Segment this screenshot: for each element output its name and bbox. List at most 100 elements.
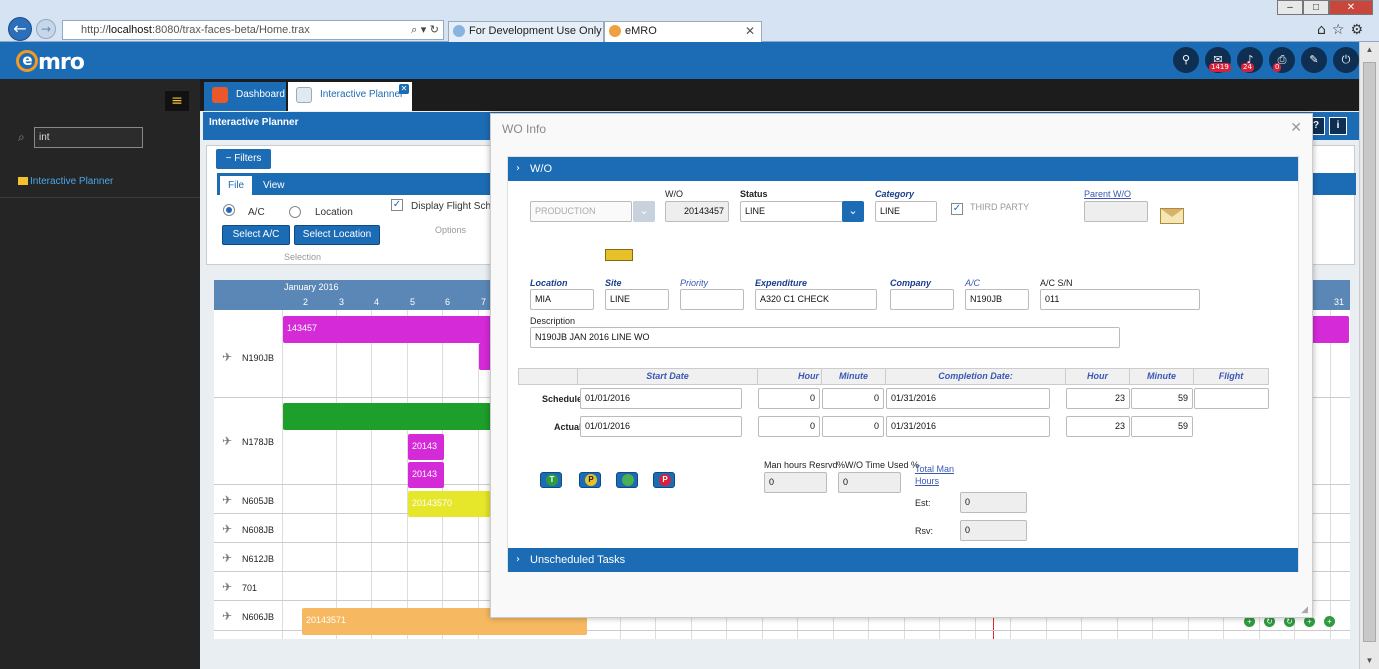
gantt-row: ✈ N606JB bbox=[214, 601, 1350, 631]
work-order-bar[interactable]: 20143 bbox=[408, 462, 444, 488]
print-report-icon[interactable]: P bbox=[653, 472, 675, 488]
total-man-hours-link[interactable]: Total Man Hours bbox=[915, 464, 955, 486]
tab-dashboard[interactable]: Dashboard bbox=[204, 82, 286, 111]
actual-minute[interactable]: 0 bbox=[822, 416, 884, 437]
page-scrollbar[interactable]: ▲ ▼ bbox=[1359, 42, 1379, 669]
location-field[interactable]: MIA bbox=[530, 289, 594, 310]
browser-tab-emro[interactable]: eMRO ✕ bbox=[604, 21, 762, 42]
resize-handle-icon[interactable]: ◢ bbox=[1301, 604, 1308, 614]
work-order-bar[interactable]: 20143 bbox=[408, 434, 444, 460]
chevron-down-icon[interactable]: ⌄ bbox=[633, 201, 655, 222]
tab-interactive-planner[interactable]: Interactive Planner ✕ bbox=[288, 82, 412, 111]
address-search-refresh-icons[interactable]: ⌕ ▾ ↻ bbox=[411, 23, 439, 36]
icon-letter: T bbox=[546, 474, 558, 486]
schedule-flight[interactable] bbox=[1194, 388, 1269, 409]
forward-button[interactable]: → bbox=[36, 19, 56, 39]
status-select[interactable]: LINE bbox=[740, 201, 843, 222]
tasks-icon[interactable]: T bbox=[540, 472, 562, 488]
start-date-header: Start Date bbox=[578, 369, 758, 384]
bell-icon[interactable]: ♪ 24 bbox=[1237, 47, 1263, 73]
refresh-alt-icon[interactable]: ↻ bbox=[1284, 616, 1295, 627]
print-icon[interactable]: ⎙ 0 bbox=[1269, 47, 1295, 73]
description-field[interactable]: N190JB JAN 2016 LINE WO bbox=[530, 327, 1120, 348]
est-field: 0 bbox=[960, 492, 1027, 513]
sidebar-divider bbox=[0, 197, 200, 198]
mail-icon[interactable]: ✉ 1419 bbox=[1205, 47, 1231, 73]
aircraft-label: ✈ N608JB bbox=[222, 522, 274, 536]
company-field[interactable] bbox=[890, 289, 954, 310]
scroll-thumb[interactable] bbox=[1363, 62, 1376, 642]
filters-button[interactable]: − Filters bbox=[216, 149, 271, 169]
window-controls: – □ ✕ bbox=[1277, 0, 1373, 15]
display-flight-checkbox[interactable]: ✓ bbox=[391, 199, 403, 211]
add-icon[interactable]: + bbox=[1304, 616, 1315, 627]
wo-time-used-label: %W/O Time Used % bbox=[837, 460, 920, 470]
grid-line bbox=[1330, 310, 1331, 639]
chevron-down-icon[interactable]: ⌄ bbox=[842, 201, 864, 222]
parent-wo-link[interactable]: Parent W/O bbox=[1084, 189, 1132, 199]
category-field[interactable]: LINE bbox=[875, 201, 937, 222]
maximize-button[interactable]: □ bbox=[1303, 0, 1329, 15]
envelope-icon[interactable] bbox=[1160, 208, 1184, 224]
ac-field[interactable]: N190JB bbox=[965, 289, 1029, 310]
address-bar[interactable]: http://localhost:8080/trax-faces-beta/Ho… bbox=[62, 20, 444, 40]
schedule-hour[interactable]: 0 bbox=[758, 388, 820, 409]
wrench-icon[interactable]: ✎ bbox=[1301, 47, 1327, 73]
wo-type-select[interactable]: PRODUCTION bbox=[530, 201, 632, 222]
actual-completion-date[interactable]: 01/31/2016 bbox=[886, 416, 1050, 437]
actual-hour2[interactable]: 23 bbox=[1066, 416, 1130, 437]
select-location-button[interactable]: Select Location bbox=[294, 225, 380, 245]
user-icon[interactable]: ⚲ bbox=[1173, 47, 1199, 73]
select-ac-button[interactable]: Select A/C bbox=[222, 225, 290, 245]
ticket-icon[interactable] bbox=[605, 249, 633, 261]
section-title: W/O bbox=[530, 163, 552, 175]
minimize-button[interactable]: – bbox=[1277, 0, 1303, 15]
back-button[interactable]: ← bbox=[8, 17, 32, 41]
menu-toggle-icon[interactable]: ≡ bbox=[165, 91, 189, 111]
tab-label: Dashboard bbox=[236, 89, 285, 100]
info-icon[interactable]: i bbox=[1329, 117, 1347, 135]
dialog-close-icon[interactable]: ✕ bbox=[1290, 120, 1302, 136]
expand-icon[interactable]: + bbox=[1324, 616, 1335, 627]
sidebar-search-input[interactable]: int bbox=[34, 127, 143, 148]
dialog-title: WO Info bbox=[502, 122, 547, 136]
browser-tab-dev[interactable]: For Development Use Only - Tr... bbox=[448, 21, 604, 42]
work-order-bar-fragment[interactable] bbox=[479, 343, 491, 370]
ac-sn-field[interactable]: 011 bbox=[1040, 289, 1200, 310]
url-host: localhost bbox=[108, 24, 152, 36]
close-window-button[interactable]: ✕ bbox=[1329, 0, 1373, 15]
day-label: 7 bbox=[481, 297, 487, 307]
browser-toolbar-icons[interactable]: ⌂☆⚙ bbox=[1317, 22, 1369, 38]
schedule-minute[interactable]: 0 bbox=[822, 388, 884, 409]
priority-field[interactable] bbox=[680, 289, 744, 310]
wo-number-field: 20143457 bbox=[665, 201, 729, 222]
sidebar-item-interactive-planner[interactable]: Interactive Planner bbox=[18, 176, 113, 187]
sidebar-item-label: Interactive Planner bbox=[30, 176, 114, 187]
scroll-up-icon[interactable]: ▲ bbox=[1365, 45, 1374, 54]
globe-icon[interactable] bbox=[616, 472, 638, 488]
tab-file[interactable]: File bbox=[220, 176, 253, 195]
schedule-minute2[interactable]: 59 bbox=[1131, 388, 1193, 409]
zoom-in-icon[interactable]: + bbox=[1244, 616, 1255, 627]
unscheduled-tasks-header[interactable]: › Unscheduled Tasks bbox=[508, 548, 1298, 572]
tab-view[interactable]: View bbox=[263, 180, 285, 191]
wo-section-header[interactable]: › W/O bbox=[508, 157, 1298, 181]
refresh-icon[interactable]: ↻ bbox=[1264, 616, 1275, 627]
ac-radio[interactable] bbox=[223, 204, 235, 216]
filters-label: Filters bbox=[234, 153, 262, 164]
third-party-checkbox[interactable]: ✓ bbox=[951, 203, 963, 215]
scroll-down-icon[interactable]: ▼ bbox=[1365, 656, 1374, 665]
tab-close-icon[interactable]: ✕ bbox=[399, 84, 409, 94]
expenditure-field[interactable]: A320 C1 CHECK bbox=[755, 289, 877, 310]
schedule-hour2[interactable]: 23 bbox=[1066, 388, 1130, 409]
schedule-start-date[interactable]: 01/01/2016 bbox=[580, 388, 742, 409]
actual-minute2[interactable]: 59 bbox=[1131, 416, 1193, 437]
location-radio[interactable] bbox=[289, 206, 301, 218]
power-icon[interactable]: ⏻ bbox=[1333, 47, 1359, 73]
tab-close-icon[interactable]: ✕ bbox=[744, 24, 755, 38]
parts-icon[interactable]: P bbox=[579, 472, 601, 488]
actual-hour[interactable]: 0 bbox=[758, 416, 820, 437]
site-field[interactable]: LINE bbox=[605, 289, 669, 310]
schedule-completion-date[interactable]: 01/31/2016 bbox=[886, 388, 1050, 409]
actual-start-date[interactable]: 01/01/2016 bbox=[580, 416, 742, 437]
